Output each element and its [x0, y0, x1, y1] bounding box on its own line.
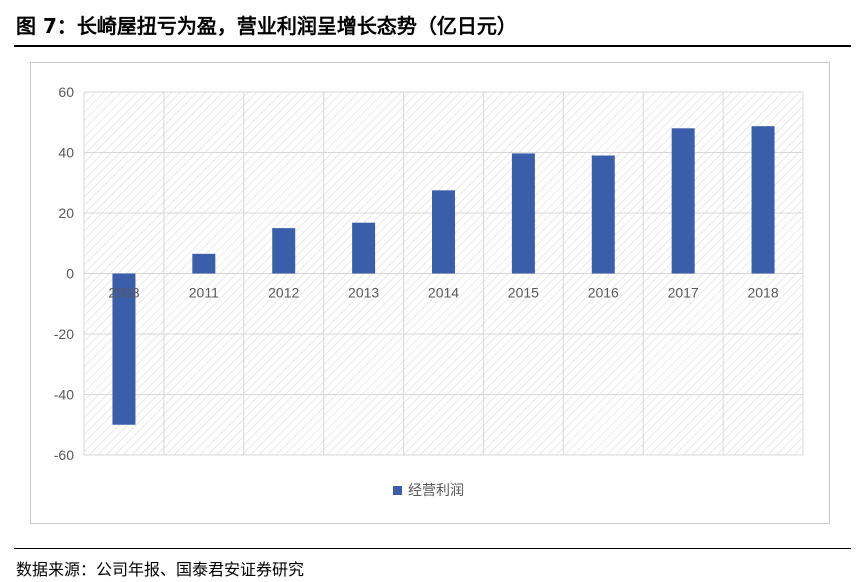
- chart-title: 图 7：长崎屋扭亏为盈，营业利润呈增长态势（亿日元）: [16, 14, 517, 38]
- x-tick-label: 2012: [268, 285, 299, 301]
- x-tick-label: 2011: [189, 285, 219, 301]
- bar-2011: [192, 253, 216, 274]
- chart-frame: 60 40 20 0 -20 -40 -60 2008 2011 2012 2013 2014 2015…: [30, 62, 830, 524]
- y-tick-label: 60: [58, 84, 74, 100]
- x-tick-label: 2014: [428, 285, 459, 301]
- legend-swatch: [393, 486, 402, 495]
- bar-2012: [272, 228, 296, 274]
- bar-2018: [751, 126, 775, 274]
- bar-2017: [671, 128, 695, 274]
- source-note: 数据来源：公司年报、国泰君安证券研究: [16, 560, 305, 579]
- y-tick-label: -20: [54, 326, 74, 342]
- x-tick-label: 2008: [108, 285, 139, 301]
- x-tick-label: 2018: [747, 285, 778, 301]
- x-tick-label: 2016: [588, 285, 619, 301]
- legend-label: 经营利润: [408, 483, 464, 499]
- y-tick-label: -40: [54, 387, 74, 403]
- x-tick-label: 2013: [348, 285, 379, 301]
- x-tick-label: 2015: [508, 285, 539, 301]
- y-tick-label: 20: [58, 205, 74, 221]
- bar-2008: [112, 273, 136, 425]
- bar-2015: [511, 153, 535, 274]
- bar-chart: 60 40 20 0 -20 -40 -60 2008 2011 2012 2013 2014 2015…: [54, 84, 804, 499]
- bar-2014: [432, 190, 455, 274]
- y-tick-label: 40: [58, 145, 74, 161]
- y-tick-label: -60: [54, 447, 74, 463]
- bar-2016: [591, 155, 615, 274]
- source-rule: [14, 548, 851, 549]
- bar-2013: [352, 222, 376, 274]
- title-rule: [14, 45, 851, 47]
- x-tick-label: 2017: [668, 285, 699, 301]
- y-tick-label: 0: [66, 266, 74, 282]
